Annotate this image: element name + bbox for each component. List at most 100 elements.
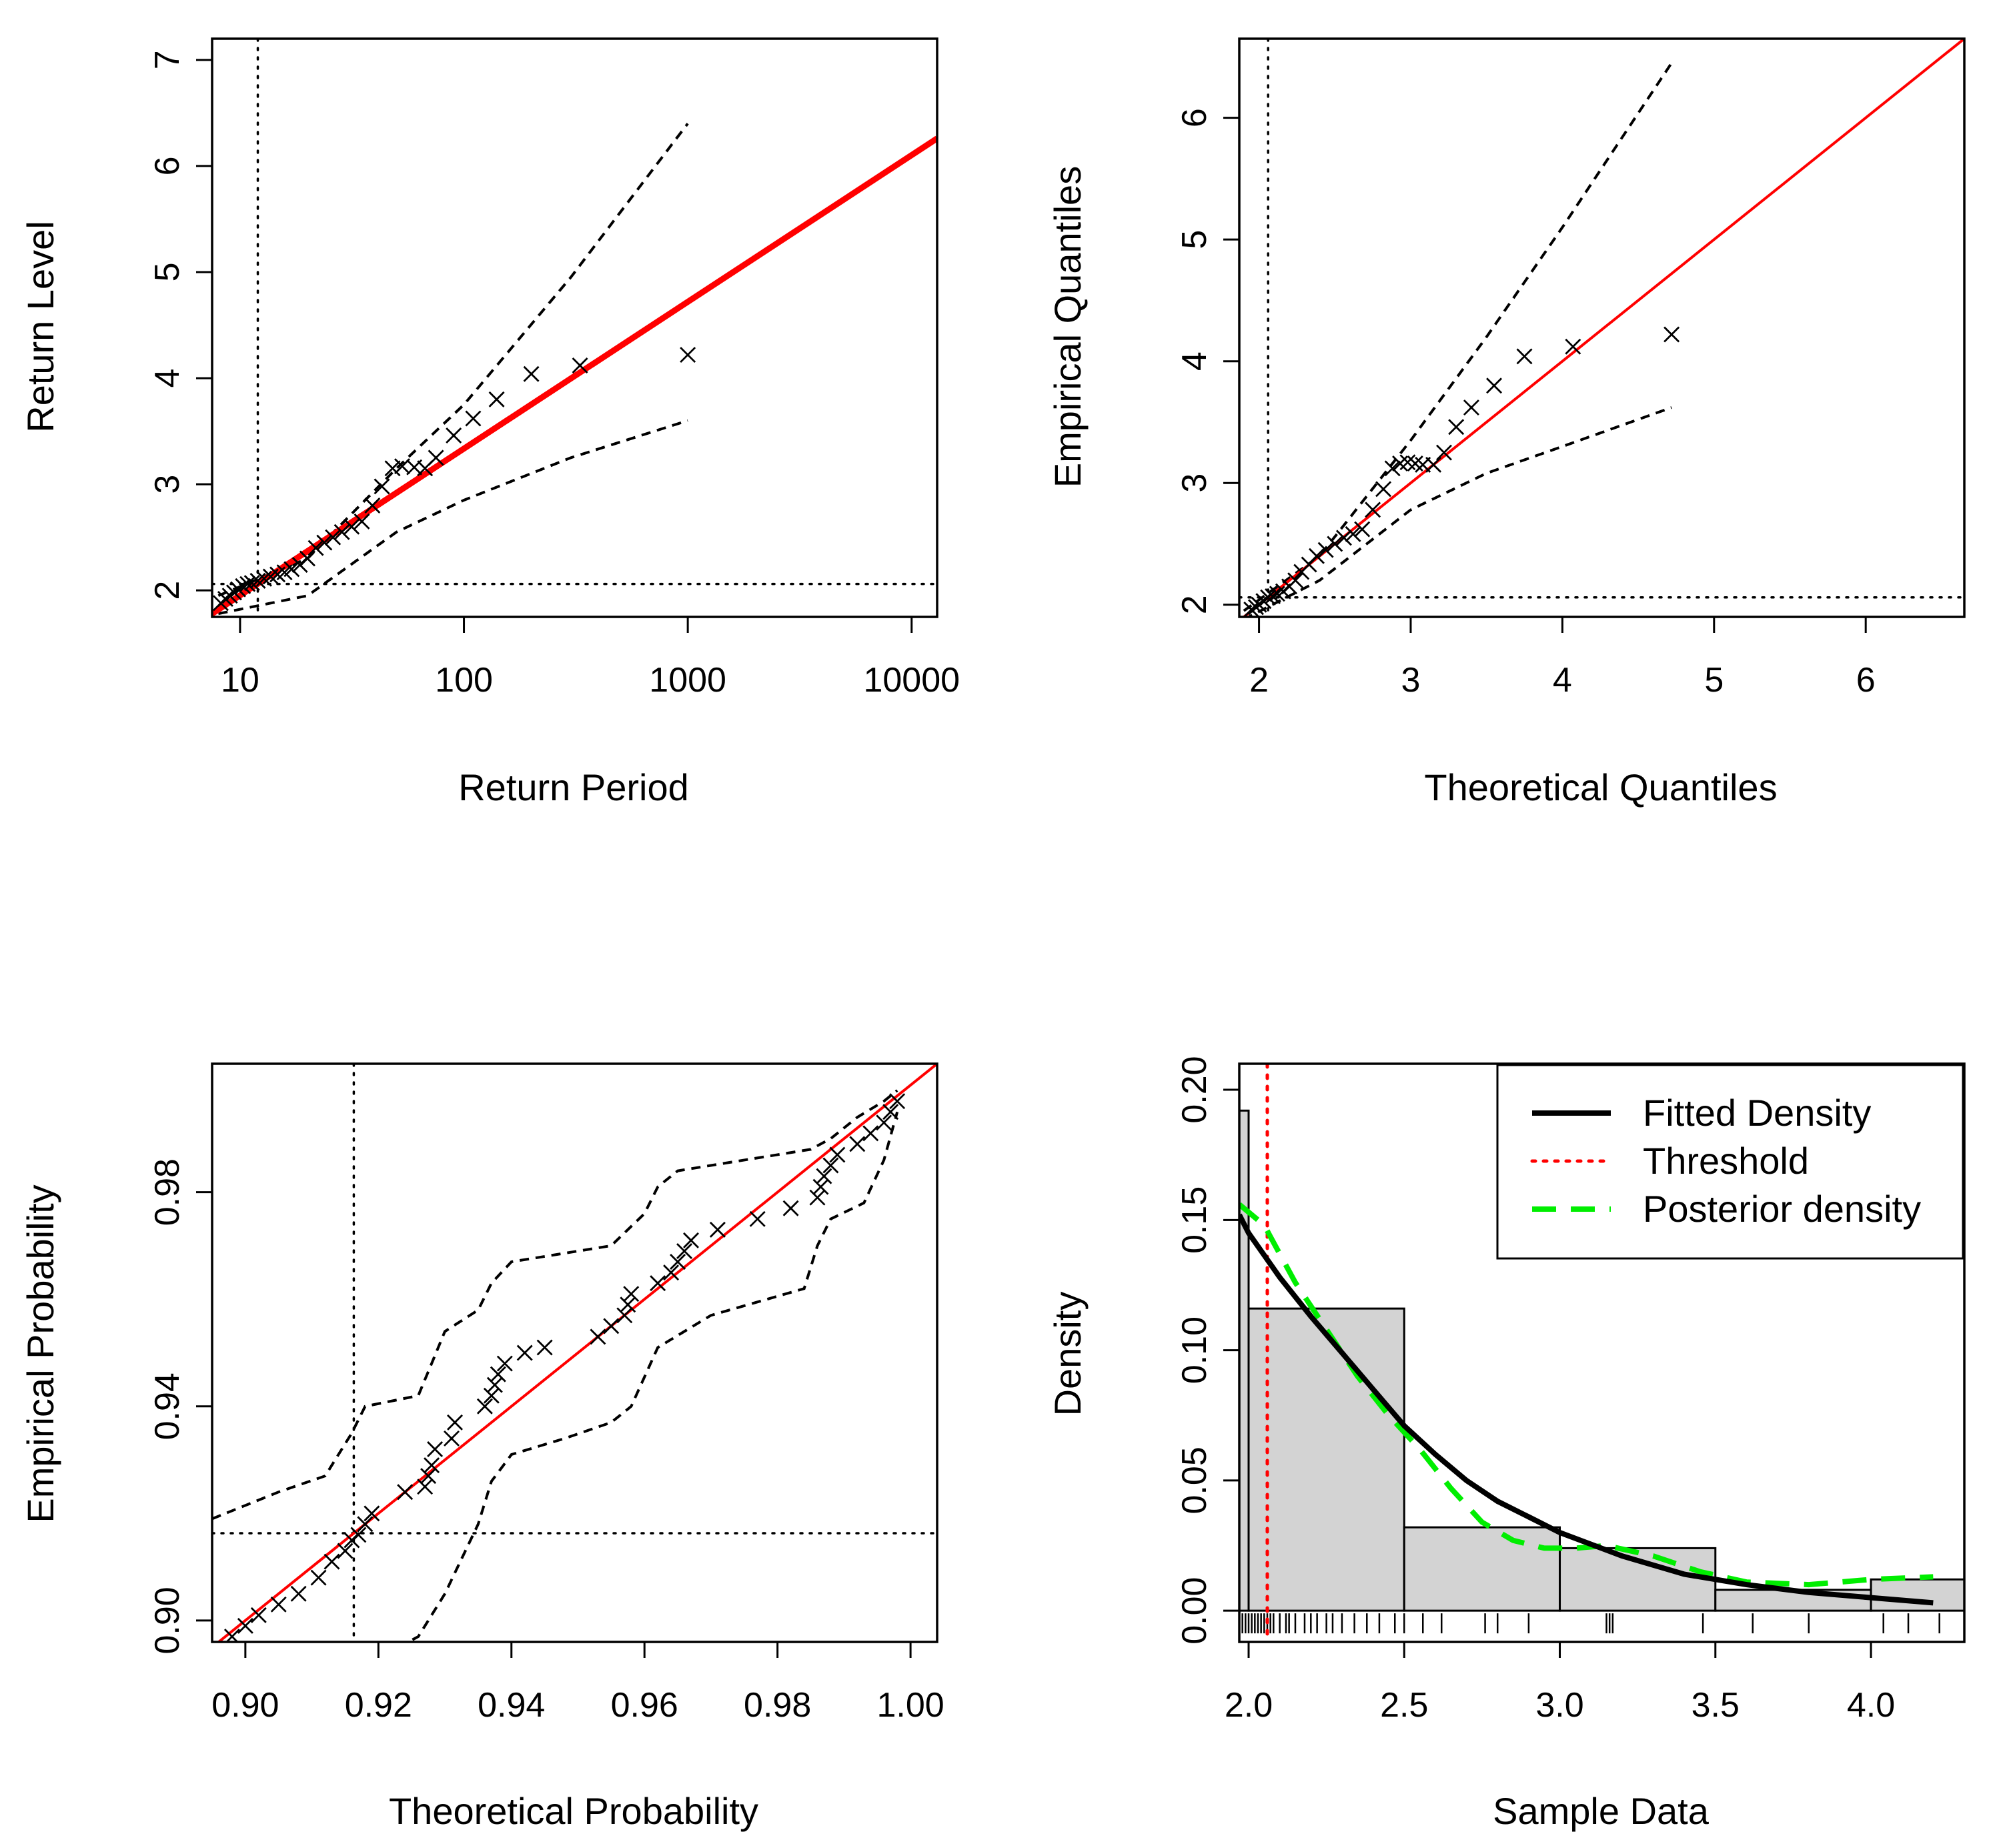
data-point	[350, 1527, 367, 1543]
data-point	[709, 1221, 726, 1238]
histogram-bar	[1870, 1578, 1964, 1612]
fitted-density-line	[1239, 1213, 1934, 1606]
x-tick-label: 0.94	[478, 1686, 545, 1725]
x-tick-label: 2.0	[1225, 1686, 1273, 1725]
x-tick-label: 2.5	[1380, 1686, 1428, 1725]
x-tick-label: 0.98	[744, 1686, 811, 1725]
data-point	[323, 1553, 340, 1570]
data-point	[374, 478, 390, 495]
data-point	[354, 513, 370, 530]
data-point	[235, 578, 251, 594]
data-point	[650, 1275, 666, 1292]
y-tick-label: 0.98	[148, 1158, 187, 1226]
data-point	[1448, 419, 1465, 435]
y-tick-label: 3	[148, 475, 187, 494]
x-tick-label: 4.0	[1847, 1686, 1895, 1725]
plot-area	[212, 1064, 937, 1642]
density-histogram: Sample Data Density Fitted Density Thresh…	[1047, 1056, 1966, 1832]
data-point	[384, 460, 401, 477]
y-tick-label: 5	[148, 263, 187, 282]
data-point	[424, 1457, 440, 1474]
plot-frame	[1238, 37, 1966, 618]
data-point	[616, 1307, 633, 1324]
data-point	[447, 1414, 463, 1431]
x-tick-label: 2	[1249, 661, 1269, 700]
y-tick-label: 0.10	[1175, 1316, 1214, 1384]
data-point	[488, 391, 505, 407]
data-point	[1308, 548, 1325, 564]
fit-line	[212, 135, 937, 616]
data-point	[822, 1157, 839, 1174]
data-point	[1365, 502, 1381, 518]
legend-label: Threshold	[1643, 1140, 1809, 1182]
data-point	[572, 357, 588, 373]
legend-label: Fitted Density	[1643, 1092, 1871, 1134]
plot-area	[1239, 1064, 1964, 1642]
data-point	[829, 1146, 846, 1163]
data-point	[1384, 460, 1401, 477]
data-point	[590, 1328, 606, 1345]
x-axis-title: Theoretical Probability	[389, 1790, 758, 1832]
data-point	[523, 365, 540, 382]
data-point	[889, 1093, 906, 1110]
x-tick-label: 3.0	[1535, 1686, 1583, 1725]
data-point	[397, 1484, 414, 1501]
legend-box	[1496, 1064, 1964, 1260]
plot-frame	[1238, 1062, 1966, 1643]
x-tick-label: 0.96	[611, 1686, 678, 1725]
data-point	[1516, 348, 1533, 365]
data-point	[882, 1104, 899, 1120]
data-point	[344, 518, 360, 535]
data-point	[420, 1468, 437, 1485]
y-axis-title: Empirical Probability	[19, 1184, 61, 1523]
y-axis-title: Density	[1047, 1292, 1089, 1417]
x-axis-title: Return Period	[458, 766, 689, 808]
x-tick-label: 10000	[863, 661, 960, 700]
histogram-bar	[1247, 1307, 1405, 1612]
data-point	[1317, 542, 1334, 558]
data-point	[1354, 521, 1371, 538]
data-point	[239, 576, 256, 592]
plot-frame	[211, 1062, 938, 1643]
data-point	[1335, 530, 1352, 546]
x-tick-label: 4	[1553, 661, 1572, 700]
y-tick-label: 0.15	[1175, 1186, 1214, 1254]
data-point	[1287, 572, 1304, 589]
data-point	[603, 1318, 620, 1334]
legend: Fitted Density Threshold Posterior density	[1496, 1064, 1964, 1260]
x-tick-label: 10	[221, 661, 259, 700]
data-point	[427, 1441, 444, 1457]
data-point	[446, 427, 462, 443]
data-point	[486, 1376, 503, 1393]
data-point	[428, 449, 444, 466]
y-tick-label: 2	[1175, 595, 1214, 614]
data-point	[663, 1264, 680, 1281]
x-tick-label: 6	[1856, 661, 1876, 700]
qq-plot: Theoretical Quantiles Empirical Quantile…	[1047, 37, 1966, 808]
x-tick-label: 3	[1401, 661, 1421, 700]
data-point	[676, 1242, 693, 1259]
ci-lower-line	[1245, 406, 1672, 617]
histogram-bar	[1403, 1526, 1561, 1612]
data-point	[816, 1168, 832, 1184]
y-tick-label: 0.05	[1175, 1447, 1214, 1514]
plot-frame	[211, 37, 938, 618]
y-tick-label: 3	[1175, 474, 1214, 493]
x-tick-label: 3.5	[1692, 1686, 1740, 1725]
data-point	[809, 1189, 826, 1206]
data-point	[316, 534, 333, 551]
y-tick-label: 4	[1175, 351, 1214, 371]
x-axis-title: Sample Data	[1493, 1790, 1710, 1832]
ci-upper-line	[217, 123, 689, 598]
y-tick-label: 5	[1175, 230, 1214, 249]
x-tick-label: 1000	[649, 661, 726, 700]
fit-line	[216, 1064, 937, 1642]
data-point	[1327, 536, 1343, 552]
data-point	[249, 572, 266, 589]
data-point	[1265, 588, 1281, 604]
data-point	[782, 1200, 799, 1216]
data-point	[444, 1430, 460, 1447]
y-tick-label: 6	[1175, 108, 1214, 127]
x-tick-label: 1.00	[877, 1686, 944, 1725]
